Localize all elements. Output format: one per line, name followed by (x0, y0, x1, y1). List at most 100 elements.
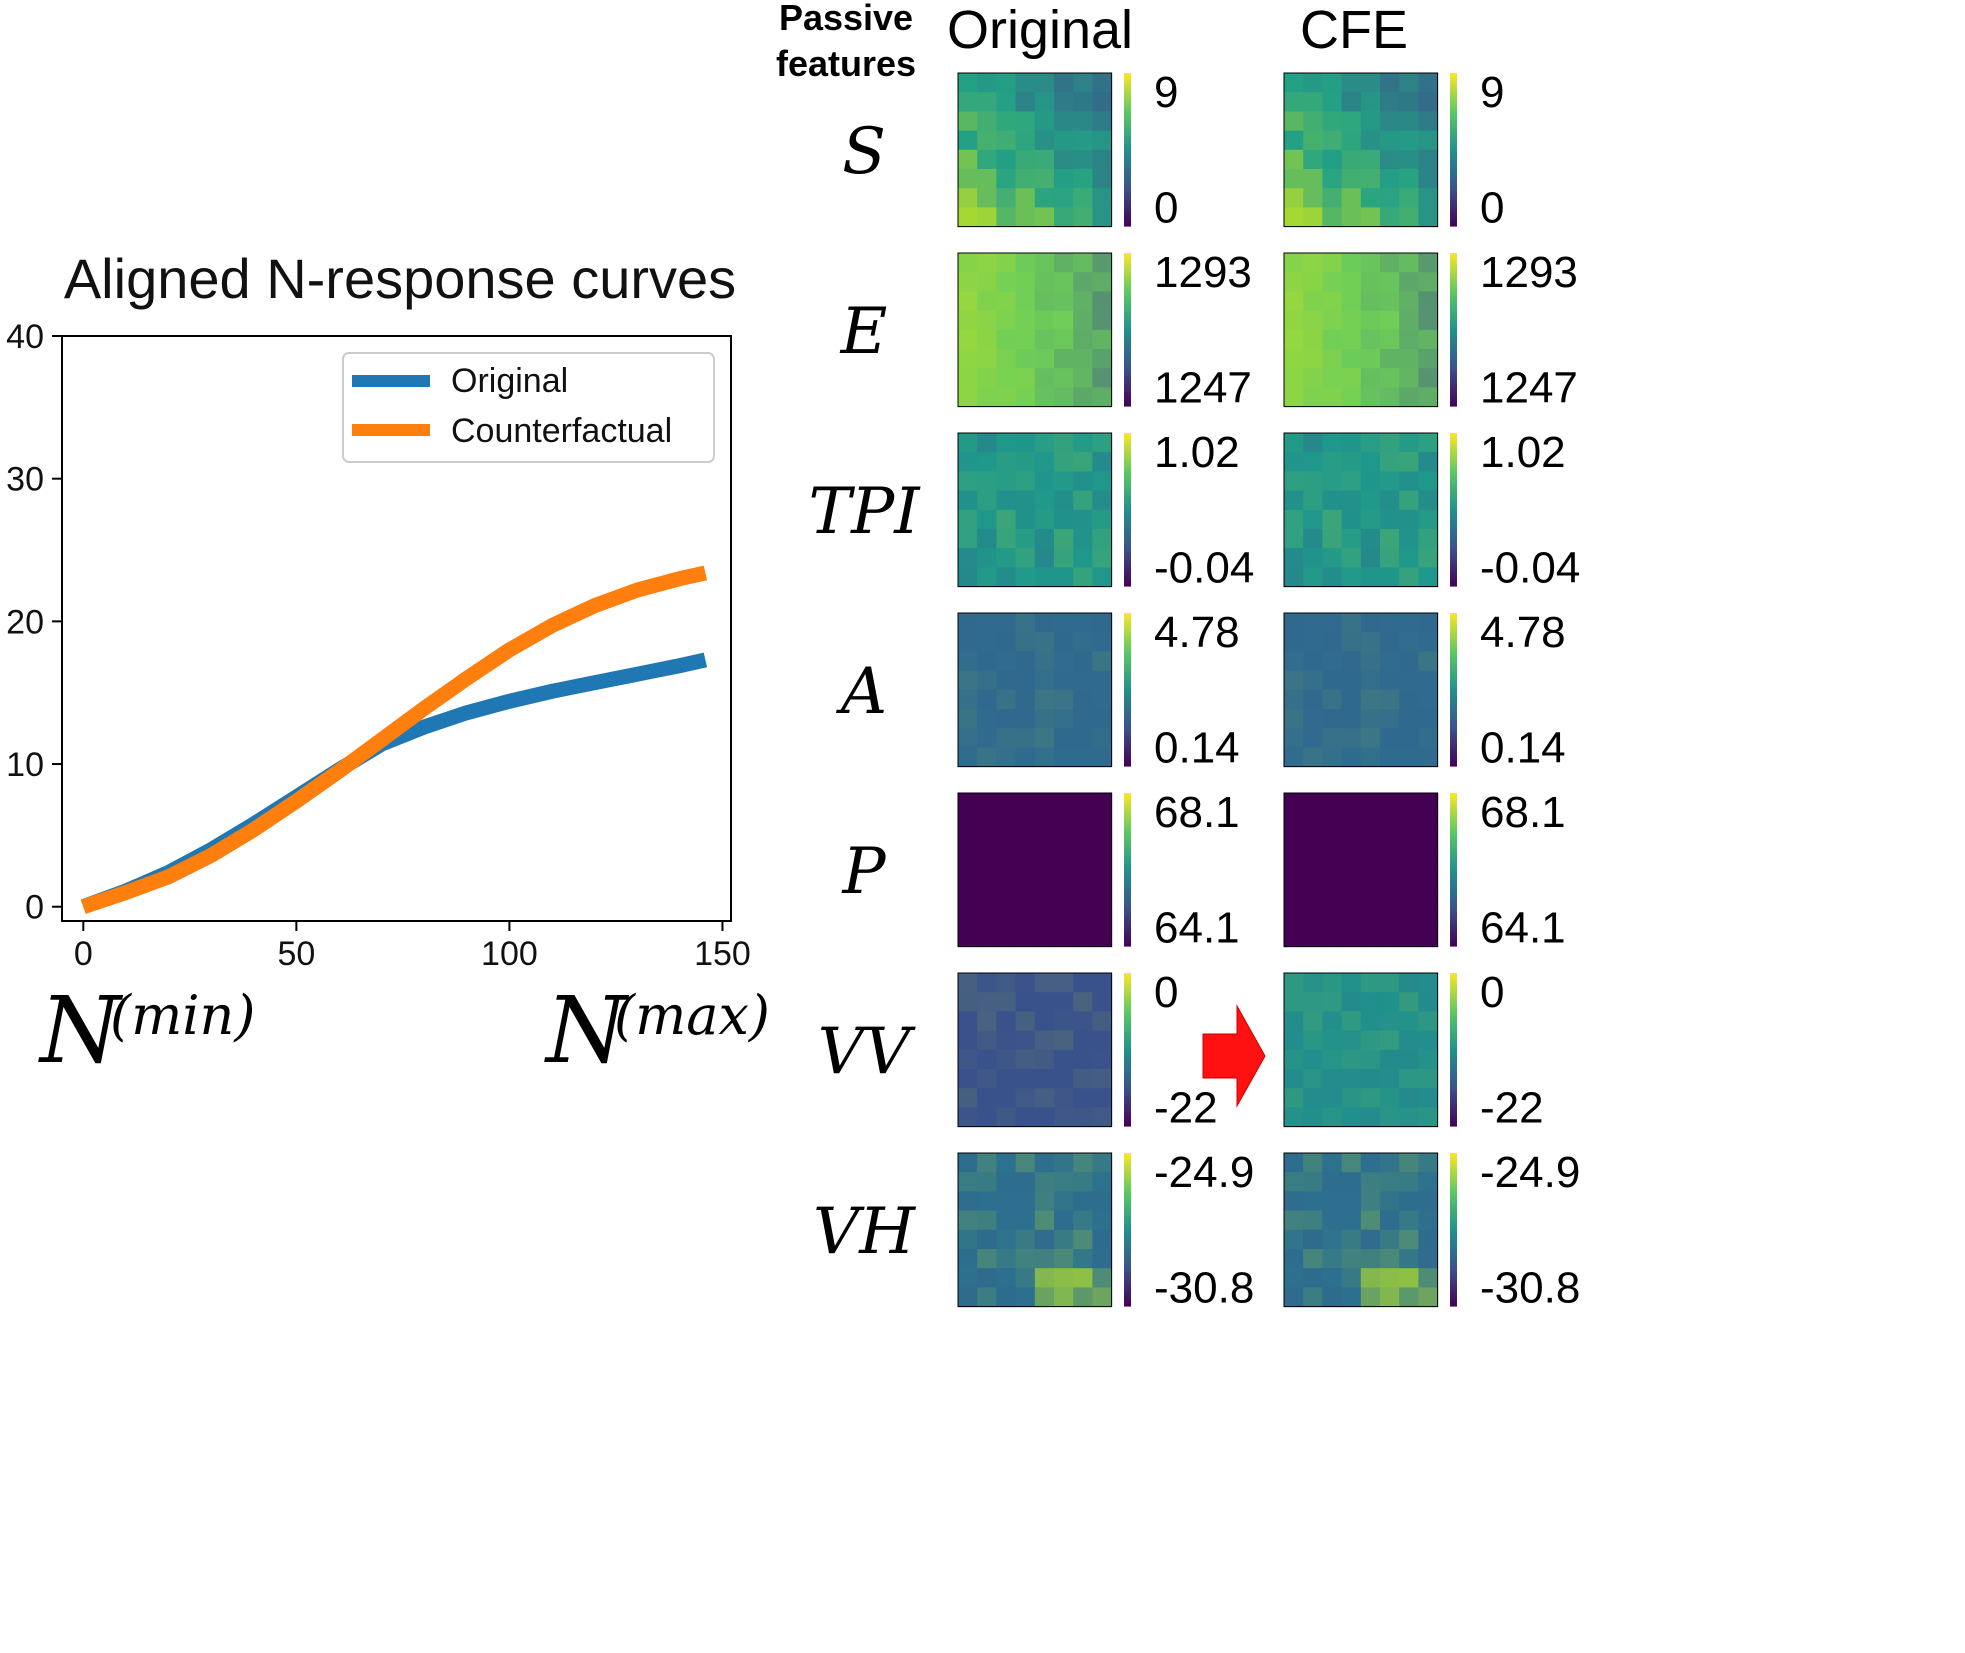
heatmap-cell (1380, 92, 1400, 112)
heatmap-cell (1073, 291, 1093, 312)
heatmap-cell (1073, 992, 1093, 1012)
heatmap-cell (1360, 471, 1381, 492)
heatmap-cell (977, 149, 997, 170)
heatmap-cell (958, 490, 978, 511)
heatmap-frame (1283, 432, 1439, 588)
heatmap-cell (1399, 310, 1419, 331)
heatmap-cell (1092, 812, 1113, 832)
heatmap-cell (1034, 889, 1055, 909)
heatmap-cell (1073, 613, 1093, 633)
heatmap-cell (1360, 1088, 1381, 1108)
heatmap-cell (1322, 1210, 1343, 1231)
heatmap-cell (958, 92, 978, 112)
heatmap-cell (1380, 1172, 1400, 1192)
heatmap-cell (1322, 149, 1343, 170)
heatmap-cell (1341, 869, 1362, 890)
heatmap-cell (1418, 368, 1439, 388)
heatmap-cell (977, 291, 997, 312)
heatmap-cell (1341, 1229, 1362, 1250)
heatmap-cell (1341, 1069, 1362, 1089)
heatmap-cell (1322, 1229, 1343, 1250)
heatmap-cell (1284, 709, 1304, 729)
heatmap-cell (1322, 130, 1343, 151)
heatmap-cell (1360, 1210, 1381, 1231)
heatmap-cell (1073, 1088, 1093, 1108)
heatmap-cell (1418, 452, 1439, 472)
heatmap-cell (1380, 349, 1400, 369)
heatmap-cell (1418, 349, 1439, 369)
heatmap-cell (1054, 747, 1074, 768)
heatmap-cell (1073, 111, 1093, 132)
heatmap-cell (1034, 709, 1055, 729)
heatmap-cell (1399, 1049, 1419, 1070)
heatmap-cell (977, 368, 997, 388)
heatmap-cell (958, 850, 978, 871)
heatmap-cell (1322, 529, 1343, 549)
heatmap-cell (977, 452, 997, 472)
heatmap-cell (1399, 869, 1419, 890)
heatmap-cell (996, 207, 1017, 228)
heatmap-cell (1322, 368, 1343, 388)
colorbar-min-label: 1247 (1480, 364, 1578, 413)
heatmap-cell (1034, 1172, 1055, 1192)
heatmap-cell (1015, 889, 1036, 909)
heatmap-cell (1418, 1249, 1439, 1269)
heatmap-cell (958, 1229, 978, 1250)
heatmap-cell (958, 1030, 978, 1051)
heatmap-cell (1073, 1210, 1093, 1231)
heatmap-cell (977, 471, 997, 492)
heatmap-cell (1034, 291, 1055, 312)
heatmap-cell (996, 329, 1017, 350)
heatmap-cell (996, 253, 1017, 273)
heatmap-cell (1034, 869, 1055, 890)
heatmap-cell (977, 509, 997, 530)
heatmap-cell (996, 793, 1017, 813)
heatmap-cell (1380, 387, 1400, 408)
heatmap-cell (1034, 992, 1055, 1012)
heatmap-cell (977, 272, 997, 292)
heatmap-cell (1054, 169, 1074, 189)
heatmap-cell (1034, 1229, 1055, 1250)
heatmap-cell (1418, 1268, 1439, 1288)
heatmap-cell (1322, 1107, 1343, 1128)
heatmap-cell (1360, 1191, 1381, 1212)
heatmap-cell (1399, 1287, 1419, 1308)
heatmap-cell (996, 973, 1017, 993)
n-max-base: N (544, 977, 630, 1084)
heatmap-cell (1399, 850, 1419, 871)
heatmap-cell (996, 149, 1017, 170)
heatmap-cell (1284, 188, 1304, 208)
heatmap-cell (977, 1210, 997, 1231)
heatmap-cell (1073, 670, 1093, 691)
heatmap-cell (1284, 793, 1304, 813)
heatmap-cell (996, 889, 1017, 909)
n-min-label: N (38, 977, 124, 1084)
heatmap-cell (1322, 632, 1343, 652)
heatmap-cell (977, 567, 997, 588)
heatmap-cell (1322, 651, 1343, 672)
heatmap-cell (1360, 529, 1381, 549)
heatmap-cell (996, 452, 1017, 472)
heatmap-cell (1341, 529, 1362, 549)
heatmap-cell (1034, 1030, 1055, 1051)
heatmap-cell (1380, 709, 1400, 729)
heatmap-cell (1073, 1287, 1093, 1308)
colorbar-min-label: -0.04 (1480, 544, 1580, 593)
heatmap-cell (977, 1088, 997, 1108)
heatmap-cell (958, 1249, 978, 1269)
heatmap-cell (1341, 793, 1362, 813)
heatmap-cell (1418, 889, 1439, 909)
heatmap-cell (1034, 1210, 1055, 1231)
heatmap-cell (1399, 490, 1419, 511)
heatmap-cell (977, 329, 997, 350)
heatmap-cell (1322, 291, 1343, 312)
heatmap-cell (1341, 548, 1362, 568)
heatmap-cell (1054, 92, 1074, 112)
heatmap-cell (977, 1049, 997, 1070)
heatmap-cell (977, 651, 997, 672)
colorbar-max-label: 0 (1154, 968, 1178, 1017)
heatmap-cell (1322, 188, 1343, 208)
heatmap-cell (1380, 253, 1400, 273)
heatmap-cell (1034, 1088, 1055, 1108)
heatmap-cell (1303, 889, 1323, 909)
